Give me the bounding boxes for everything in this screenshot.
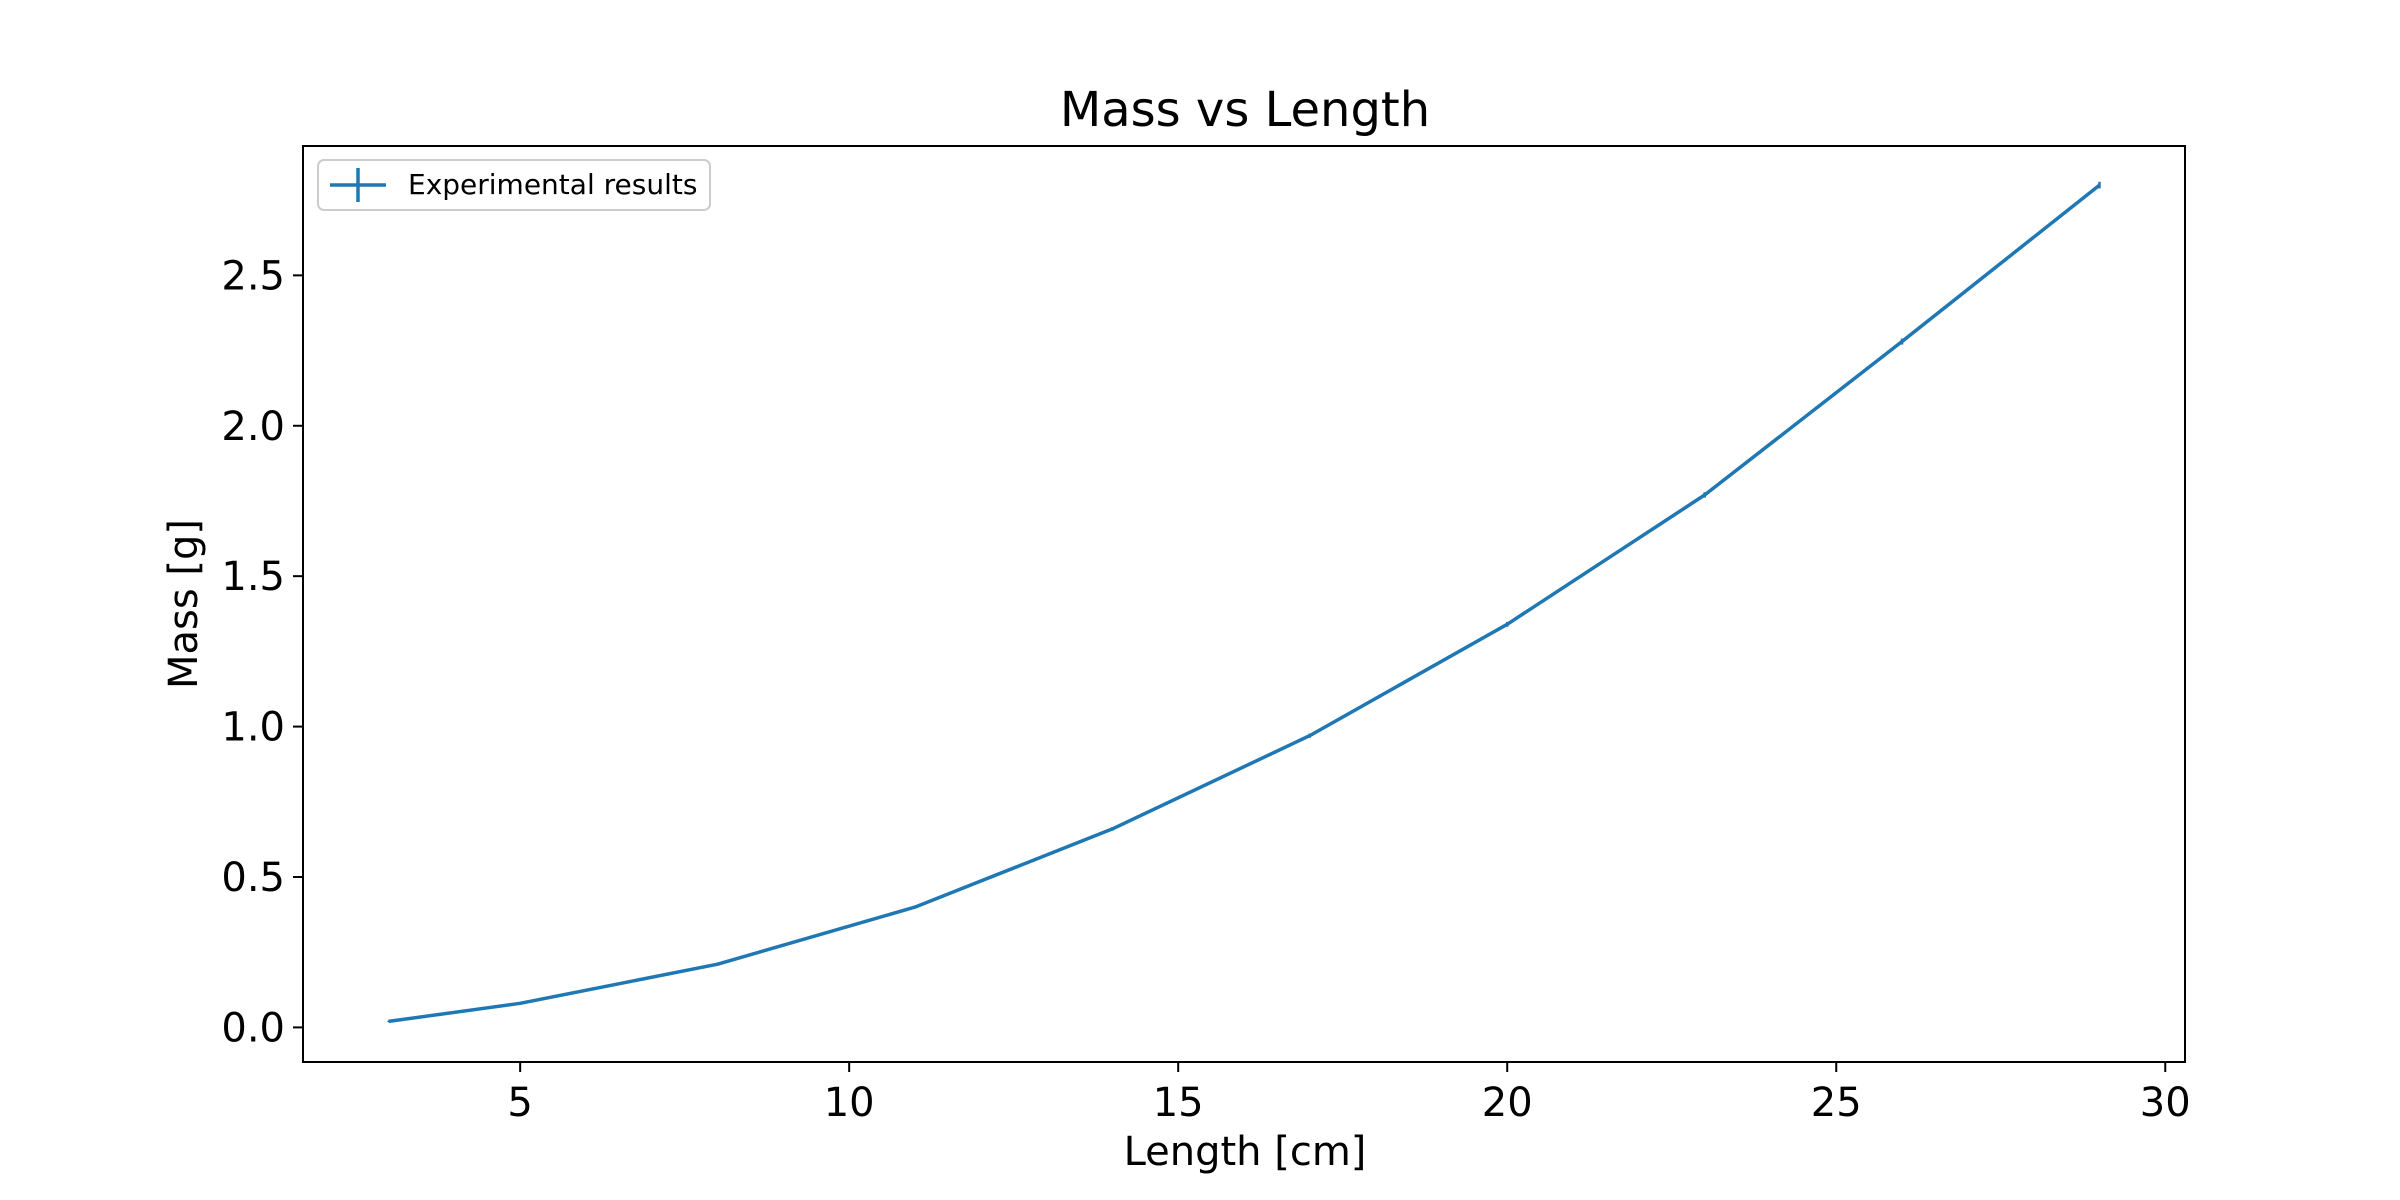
x-tick-label: 5 <box>507 1080 532 1126</box>
legend-box <box>317 159 711 211</box>
x-tick-label: 15 <box>1153 1080 1204 1126</box>
plot-background <box>303 146 2185 1062</box>
x-tick-label: 10 <box>824 1080 875 1126</box>
plot-area <box>303 146 2185 1062</box>
y-tick-label: 0.0 <box>221 1005 285 1051</box>
x-tick-label: 30 <box>2140 1080 2191 1126</box>
y-axis-ticks: 0.0 0.5 1.0 1.5 2.0 2.5 <box>221 253 303 1051</box>
x-axis-label: Length [cm] <box>1124 1129 1367 1175</box>
chart-title: Mass vs Length <box>1060 82 1430 138</box>
y-tick-label: 0.5 <box>221 855 285 901</box>
y-tick-label: 2.0 <box>221 404 285 450</box>
series-layer <box>387 181 2101 1024</box>
x-tick-label: 25 <box>1811 1080 1862 1126</box>
legend-label: Experimental results <box>408 168 697 201</box>
y-tick-label: 1.5 <box>221 554 285 600</box>
x-tick-label: 20 <box>1482 1080 1533 1126</box>
y-tick-label: 1.0 <box>221 705 285 751</box>
plot-frame <box>302 145 2186 1063</box>
y-tick-label: 2.5 <box>221 253 285 299</box>
y-axis-label: Mass [g] <box>161 519 207 689</box>
x-axis-ticks: 5 10 15 20 25 30 <box>507 1062 2191 1126</box>
legend: Experimental results <box>317 159 711 211</box>
series-line <box>388 183 2101 1024</box>
